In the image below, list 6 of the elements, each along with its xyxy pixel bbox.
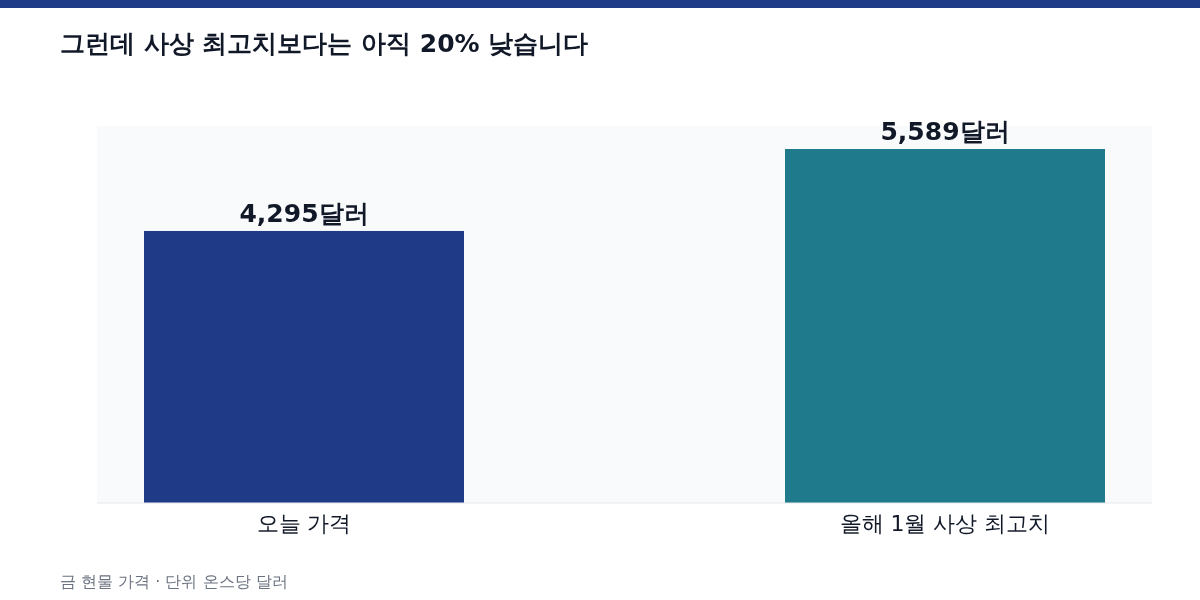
x-tick-label: 올해 1월 사상 최고치 bbox=[839, 511, 1051, 536]
data-label: 4,295달러 bbox=[239, 198, 369, 228]
data-label: 5,589달러 bbox=[880, 117, 1010, 146]
x-tick-label: 오늘 가격 bbox=[256, 511, 352, 536]
chart-title: 그런데 사상 최고치보다는 아직 20% 낮습니다 bbox=[60, 29, 589, 58]
text: 금 현물 가격 · 단위 온스당 달러 bbox=[60, 572, 288, 591]
